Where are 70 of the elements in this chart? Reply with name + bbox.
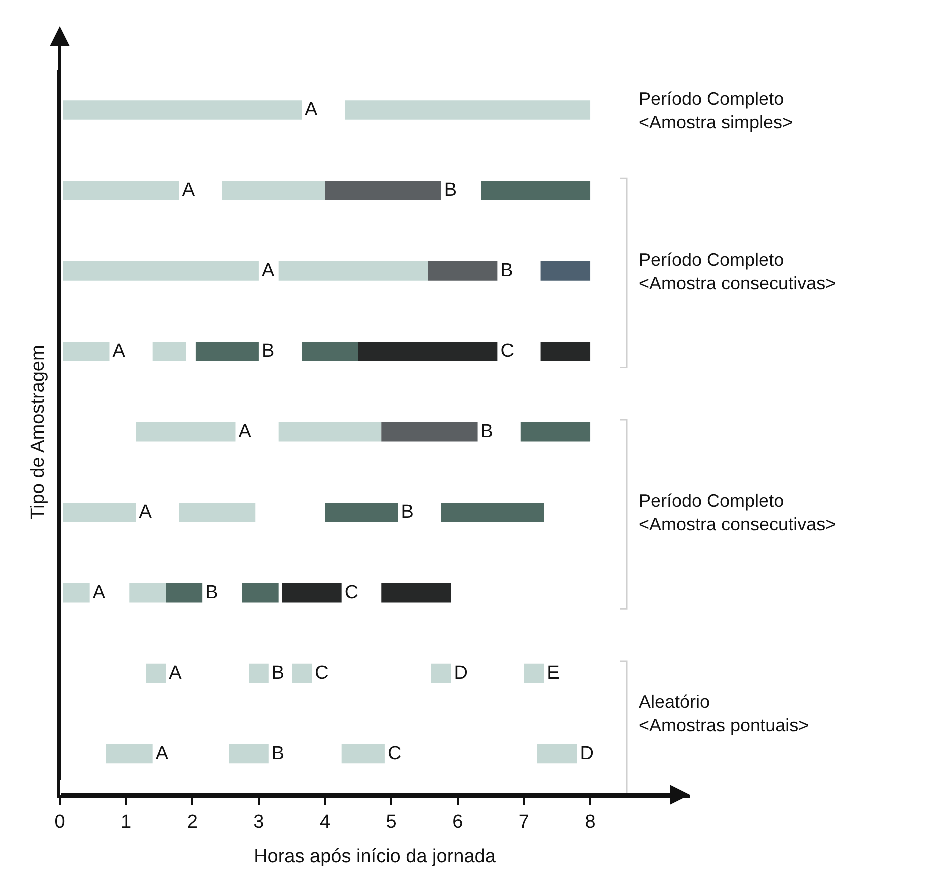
data-label: D — [454, 663, 468, 684]
bar — [441, 502, 544, 522]
bar — [382, 583, 452, 603]
data-label: C — [388, 744, 402, 765]
bar — [282, 583, 342, 603]
bar — [345, 100, 591, 120]
bar — [520, 422, 591, 442]
bar — [428, 262, 498, 281]
bar — [152, 342, 186, 362]
x-tick-label: 3 — [254, 812, 264, 833]
x-tick-label: 0 — [54, 812, 66, 833]
annotation: Período Completo <Amostra simples> — [639, 89, 794, 132]
bar — [358, 342, 498, 362]
bar — [302, 342, 358, 362]
bar — [249, 664, 269, 684]
bar — [278, 262, 428, 281]
annotation: Aleatório <Amostras pontuais> — [639, 692, 810, 736]
data-label: A — [112, 341, 126, 362]
data-label: D — [580, 744, 594, 765]
data-label: C — [315, 663, 329, 684]
bar — [106, 744, 153, 764]
data-label: B — [272, 744, 285, 765]
bar — [222, 181, 326, 200]
data-label: A — [169, 663, 182, 684]
x-tick-label: 6 — [452, 812, 464, 833]
data-label: B — [500, 260, 514, 282]
x-tick-label: 4 — [320, 812, 331, 833]
data-label: B — [262, 341, 275, 362]
bar — [481, 181, 591, 200]
data-label: A — [238, 422, 252, 443]
x-axis-title: Horas após início da jornada — [254, 846, 496, 868]
bar — [63, 583, 90, 603]
data-label: B — [444, 180, 458, 202]
x-tick-label: 7 — [518, 812, 530, 833]
x-tick-label: 2 — [187, 812, 198, 833]
bar — [63, 502, 136, 522]
bar — [242, 583, 279, 603]
data-label: B — [480, 422, 494, 443]
data-label: C — [344, 582, 359, 604]
bar — [63, 342, 110, 362]
data-label: A — [156, 744, 169, 765]
x-tick-label: 8 — [585, 812, 596, 833]
x-tick-label: 5 — [386, 812, 397, 833]
bar — [146, 664, 166, 684]
bar — [540, 342, 591, 362]
bar — [229, 744, 269, 764]
y-axis-title: Tipo de Amostragem — [28, 345, 49, 520]
bar — [179, 502, 256, 522]
data-label: A — [182, 180, 196, 202]
data-label: A — [262, 260, 275, 282]
bar — [130, 583, 166, 603]
bar — [540, 262, 591, 281]
bar — [63, 181, 180, 200]
data-label: A — [139, 502, 152, 524]
bar — [136, 422, 236, 442]
data-label: A — [92, 582, 106, 604]
data-label: A — [305, 100, 318, 121]
data-label: E — [547, 663, 560, 684]
bar — [63, 100, 302, 120]
data-label: B — [272, 663, 285, 684]
annotation: Período Completo <Amostra consecutivas> — [639, 491, 836, 534]
bar — [63, 262, 259, 281]
annotation: Período Completo <Amostra consecutivas> — [639, 250, 836, 294]
data-label: B — [401, 502, 414, 524]
x-tick-label: 1 — [121, 812, 132, 833]
bar — [278, 422, 382, 442]
bar — [382, 422, 478, 442]
data-label: B — [206, 582, 218, 604]
bar — [325, 181, 442, 200]
data-label: C — [500, 341, 514, 362]
